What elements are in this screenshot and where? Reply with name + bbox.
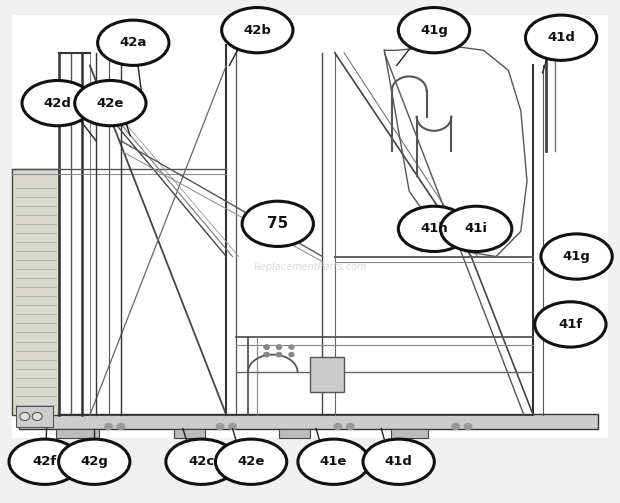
Ellipse shape: [9, 439, 80, 484]
Bar: [56, 429, 99, 438]
Circle shape: [117, 424, 125, 430]
Circle shape: [20, 412, 30, 421]
Text: 42e: 42e: [97, 97, 124, 110]
Text: 42g: 42g: [81, 455, 108, 468]
Text: 41g: 41g: [420, 24, 448, 37]
Bar: [12, 169, 59, 415]
Text: 41d: 41d: [385, 455, 412, 468]
Circle shape: [264, 353, 269, 357]
Ellipse shape: [75, 80, 146, 126]
Circle shape: [229, 424, 236, 430]
Bar: [174, 429, 205, 438]
Circle shape: [289, 345, 294, 349]
Text: 42c: 42c: [188, 455, 215, 468]
Circle shape: [464, 424, 472, 430]
Ellipse shape: [298, 439, 369, 484]
Circle shape: [277, 353, 281, 357]
Circle shape: [264, 353, 269, 357]
Circle shape: [277, 345, 281, 349]
Circle shape: [264, 345, 269, 349]
Bar: [391, 429, 428, 438]
Ellipse shape: [541, 234, 613, 279]
Ellipse shape: [22, 80, 93, 126]
Text: 41e: 41e: [320, 455, 347, 468]
Text: 41g: 41g: [563, 250, 590, 263]
Circle shape: [452, 424, 459, 430]
Bar: [279, 429, 310, 438]
Text: 42e: 42e: [237, 455, 265, 468]
Bar: [12, 15, 608, 438]
Circle shape: [289, 353, 294, 357]
Bar: [16, 406, 53, 427]
Bar: [310, 357, 344, 392]
Text: 42d: 42d: [44, 97, 71, 110]
Circle shape: [264, 345, 269, 349]
Ellipse shape: [399, 8, 470, 53]
Circle shape: [347, 424, 354, 430]
Text: 41f: 41f: [558, 318, 583, 331]
Ellipse shape: [399, 206, 470, 252]
Text: 42f: 42f: [32, 455, 57, 468]
Ellipse shape: [98, 20, 169, 65]
Ellipse shape: [534, 302, 606, 347]
Circle shape: [334, 424, 342, 430]
Text: 41i: 41i: [464, 222, 488, 235]
Ellipse shape: [222, 8, 293, 53]
Text: 75: 75: [267, 216, 288, 231]
Text: 41d: 41d: [547, 31, 575, 44]
Ellipse shape: [166, 439, 237, 484]
Ellipse shape: [58, 439, 130, 484]
Circle shape: [216, 424, 224, 430]
Ellipse shape: [526, 15, 596, 60]
Circle shape: [277, 353, 281, 357]
Text: 42a: 42a: [120, 36, 147, 49]
Circle shape: [277, 345, 281, 349]
Ellipse shape: [363, 439, 434, 484]
Bar: [19, 414, 598, 429]
Ellipse shape: [242, 201, 313, 246]
Text: 42b: 42b: [244, 24, 271, 37]
Text: ReplacementParts.com: ReplacementParts.com: [253, 262, 367, 272]
Ellipse shape: [216, 439, 286, 484]
Ellipse shape: [441, 206, 512, 252]
Circle shape: [32, 412, 42, 421]
Text: 41h: 41h: [420, 222, 448, 235]
Circle shape: [105, 424, 112, 430]
